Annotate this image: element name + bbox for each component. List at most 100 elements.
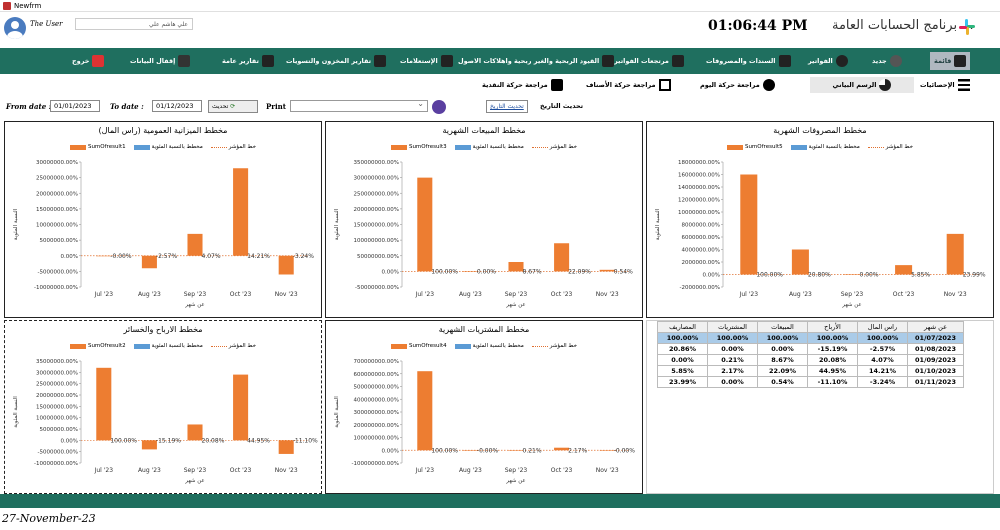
tab-daily-review[interactable]: مراجعة حركة اليوم [700,77,775,93]
bar[interactable] [233,168,249,256]
bar[interactable] [599,450,615,451]
tab-statistics[interactable]: الإحصائيات [920,77,970,93]
bar[interactable] [946,233,964,275]
bar[interactable] [417,371,433,451]
report-icon [374,55,387,67]
table-cell[interactable]: 01/10/2023 [907,365,964,377]
table-cell[interactable]: 8.67% [757,354,808,366]
table-cell[interactable]: 0.54% [757,376,808,388]
tab-cash-review[interactable]: مراجعة حركة النقدية [482,77,563,93]
print-icon[interactable] [432,100,446,114]
bar[interactable] [278,440,294,454]
table-cell[interactable]: 23.99% [657,376,708,388]
to-date-input[interactable]: 01/12/2023 [152,100,202,112]
bar[interactable] [96,255,112,257]
toolbar-invoices-button[interactable]: الفواتير [808,52,848,70]
table-cell[interactable]: 01/08/2023 [907,343,964,355]
table-cell[interactable]: 01/07/2023 [907,332,964,344]
table-cell[interactable]: 0.21% [707,354,758,366]
bar[interactable] [278,255,294,275]
bar[interactable] [233,374,249,441]
toolbar-queries-button[interactable]: الإستعلامات [400,52,453,70]
table-cell[interactable]: 0.00% [707,376,758,388]
table-cell[interactable]: 100.00% [807,332,858,344]
bar[interactable] [187,233,203,256]
table-cell[interactable]: 100.00% [657,332,708,344]
bar[interactable] [462,271,478,272]
table-cell[interactable]: 4.07% [857,354,908,366]
table-cell[interactable]: 100.00% [857,332,908,344]
table-cell[interactable]: 100.00% [757,332,808,344]
bar[interactable] [141,255,157,269]
bar[interactable] [417,177,433,272]
bar[interactable] [843,274,861,276]
tab-chart[interactable]: الرسم البياني [810,77,914,93]
toolbar-menu-button[interactable]: قائمة [930,52,971,70]
col-sales[interactable]: المبيعات [757,321,808,333]
chart-title: مخطط الميزانية العمومية (راس المال) [98,126,228,135]
table-cell[interactable]: 2.17% [707,365,758,377]
table-cell[interactable]: 0.00% [657,354,708,366]
col-expenses[interactable]: المصاريف [657,321,708,333]
table-cell[interactable]: -11.10% [807,376,858,388]
x-tick-label: Sep '23 [841,291,864,298]
table-cell[interactable]: 14.21% [857,365,908,377]
table-cell[interactable]: 100.00% [707,332,758,344]
table-cell[interactable]: 01/11/2023 [907,376,964,388]
from-date-input[interactable]: 01/01/2023 [50,100,100,112]
bar[interactable] [554,447,570,451]
table-cell[interactable]: 01/09/2023 [907,354,964,366]
filter-bar: From date : 01/01/2023 To date : 01/12/2… [0,98,1000,116]
bar[interactable] [141,440,157,450]
table-row[interactable]: 23.99% 0.00% 0.54% -11.10% -3.24% 01/11/2023 [657,376,964,388]
bar[interactable] [554,243,570,272]
table-row[interactable]: 0.00% 0.21% 8.67% 20.08% 4.07% 01/09/2023 [657,354,964,366]
bar[interactable] [462,450,478,451]
col-capital[interactable]: راس المال [857,321,908,333]
y-tick-label: 0.00% [382,269,399,275]
bar[interactable] [895,265,913,275]
toolbar-inventory-reports-button[interactable]: تقارير المخزون والتسويات [286,52,387,70]
toolbar-new-button[interactable]: جديد [872,52,902,70]
col-profits[interactable]: الأرباح [807,321,858,333]
toolbar-exit-button[interactable]: خروج [72,52,105,70]
bar[interactable] [791,249,809,275]
refresh-date-link[interactable]: تحديث التاريخ [486,100,528,113]
table-cell[interactable]: 20.86% [657,343,708,355]
table-cell[interactable]: 22.09% [757,365,808,377]
toolbar-general-reports-button[interactable]: تقارير عامة [222,52,274,70]
toolbar-returns-button[interactable]: مرتجعات الفواتير [614,52,684,70]
table-cell[interactable]: -15.19% [807,343,858,355]
print-select[interactable] [290,99,428,112]
bar[interactable] [740,174,758,275]
table-cell[interactable]: 0.00% [707,343,758,355]
col-month[interactable]: عن شهر [907,321,964,333]
table-cell[interactable]: -3.24% [857,376,908,388]
x-tick-label: Nov '23 [275,467,298,474]
avatar[interactable] [4,17,26,39]
toolbar-inventory-reports-label: تقارير المخزون والتسويات [286,57,372,65]
update-button[interactable]: تحديث ⟳ [208,100,258,113]
table-cell[interactable]: 44.95% [807,365,858,377]
col-purchases[interactable]: المشتريات [707,321,758,333]
check-circle-icon [762,79,775,91]
bar[interactable] [187,424,203,441]
table-cell[interactable]: 0.00% [757,343,808,355]
toolbar-lock-button[interactable]: إقفال البيانات [130,52,191,70]
bar[interactable] [96,367,112,441]
table-cell[interactable]: 5.85% [657,365,708,377]
toolbar-vouchers-button[interactable]: السندات والمصروفات [706,52,791,70]
bar[interactable] [508,262,524,272]
table-cell[interactable]: -2.57% [857,343,908,355]
table-cell[interactable]: 20.08% [807,354,858,366]
toolbar-entries-button[interactable]: القيود الربحية والغير ربحية واهلاكات الا… [458,52,615,70]
bar[interactable] [508,450,524,451]
chart-svg: -2000000.00% 0.00% 2000000.00% 4000000.00% 6… [655,160,986,308]
table-row[interactable]: 5.85% 2.17% 22.09% 44.95% 14.21% 01/10/2023 [657,365,964,377]
x-tick-label: Aug '23 [789,291,812,298]
table-row[interactable]: 100.00% 100.00% 100.00% 100.00% 100.00% 01/07… [657,332,964,344]
table-row[interactable]: 20.86% 0.00% 0.00% -15.19% -2.57% 01/08/2023 [657,343,964,355]
bar[interactable] [599,269,615,272]
clock: 01:06:44 PM [708,18,808,34]
tab-items-review[interactable]: مراجعة حركة الأصناف [586,77,671,93]
